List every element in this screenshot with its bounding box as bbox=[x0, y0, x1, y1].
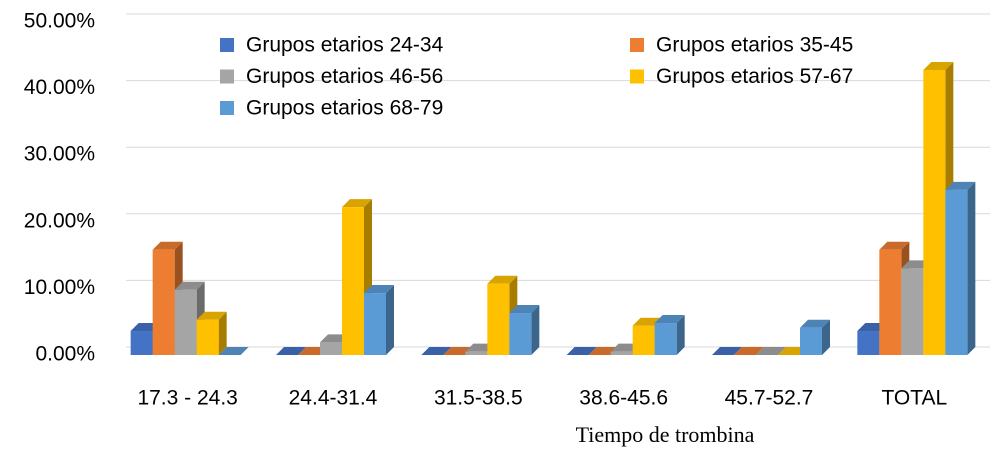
legend-label: Grupos etarios 57-67 bbox=[656, 65, 853, 88]
bar-front bbox=[857, 331, 880, 355]
bar bbox=[945, 181, 976, 355]
bar-front bbox=[364, 293, 386, 355]
bar-front bbox=[901, 268, 924, 355]
x-axis-label: Tiempo de trombina bbox=[576, 422, 755, 447]
bar bbox=[509, 305, 540, 355]
bar-side bbox=[386, 285, 394, 355]
bar bbox=[342, 199, 372, 355]
bar-top bbox=[756, 347, 786, 355]
bar-front bbox=[654, 323, 677, 355]
x-tick-label: 17.3 - 24.3 bbox=[137, 387, 237, 410]
bar-side bbox=[531, 305, 540, 355]
grid bbox=[126, 13, 990, 348]
bar-front bbox=[800, 327, 822, 355]
bar bbox=[756, 347, 786, 356]
bar-top bbox=[196, 311, 227, 320]
bar-top bbox=[509, 305, 540, 314]
bar bbox=[654, 315, 685, 355]
bar bbox=[734, 347, 764, 356]
bar-side bbox=[218, 311, 227, 355]
bar bbox=[712, 347, 742, 356]
bar-top bbox=[174, 281, 205, 290]
bar-top bbox=[800, 319, 830, 328]
bar-front bbox=[923, 69, 946, 356]
bar-side bbox=[676, 315, 685, 355]
x-tick-label: 31.5-38.5 bbox=[434, 387, 523, 410]
bar-top bbox=[342, 199, 372, 208]
bar-side bbox=[822, 319, 830, 355]
bar-side bbox=[967, 181, 976, 355]
bar bbox=[800, 319, 830, 355]
legend-label: Grupos etarios 24-34 bbox=[246, 34, 444, 57]
legend-marker bbox=[630, 38, 644, 52]
bar-front bbox=[196, 319, 219, 355]
x-tick-label: 45.7-52.7 bbox=[725, 387, 814, 410]
bar-front bbox=[487, 283, 510, 355]
x-tick-label: TOTAL bbox=[881, 387, 947, 410]
bar-front bbox=[320, 342, 342, 355]
bar-top bbox=[734, 347, 764, 355]
legend-label: Grupos etarios 68-79 bbox=[246, 97, 443, 120]
bar-top bbox=[879, 241, 910, 250]
x-tick-label: 38.6-45.6 bbox=[579, 387, 668, 410]
bar-top bbox=[712, 347, 742, 355]
bar bbox=[566, 347, 597, 356]
bar-top bbox=[487, 275, 518, 284]
bar bbox=[421, 347, 452, 356]
y-tick-label: 40.00% bbox=[24, 76, 95, 99]
legend-marker bbox=[630, 69, 644, 84]
bar-top bbox=[945, 181, 976, 190]
y-tick-label: 30.00% bbox=[24, 143, 95, 166]
legend-marker bbox=[220, 38, 234, 52]
y-tick-label: 50.00% bbox=[24, 10, 95, 33]
bar-front bbox=[610, 351, 633, 355]
bar-top bbox=[364, 285, 394, 294]
bar-top bbox=[276, 347, 306, 355]
bar-front bbox=[509, 313, 532, 355]
legend-marker bbox=[220, 69, 234, 84]
y-tick-label: 0.00% bbox=[35, 343, 95, 366]
y-tick-label: 20.00% bbox=[24, 209, 95, 232]
bar-top bbox=[218, 347, 249, 355]
bar bbox=[196, 311, 227, 355]
bar-front bbox=[465, 351, 488, 355]
bar-front bbox=[879, 249, 902, 355]
bar-top bbox=[923, 61, 954, 70]
bar-top bbox=[152, 241, 183, 250]
legend-label: Grupos etarios 46-56 bbox=[246, 65, 443, 88]
bar-top bbox=[421, 347, 452, 355]
bar bbox=[364, 285, 394, 355]
bar-top bbox=[566, 347, 597, 355]
bar-top bbox=[654, 315, 685, 324]
x-tick-label: 24.4-31.4 bbox=[289, 387, 378, 410]
bar-front bbox=[632, 325, 655, 355]
bar-front bbox=[174, 289, 197, 355]
bar bbox=[276, 347, 306, 356]
bar-front bbox=[945, 189, 968, 355]
bar bbox=[218, 347, 249, 356]
y-tick-label: 10.00% bbox=[24, 276, 95, 299]
bar-front bbox=[130, 331, 153, 355]
legend-marker bbox=[220, 101, 234, 115]
bar-front bbox=[342, 207, 364, 355]
legend-label: Grupos etarios 35-45 bbox=[656, 34, 853, 57]
bar-front bbox=[152, 249, 175, 355]
